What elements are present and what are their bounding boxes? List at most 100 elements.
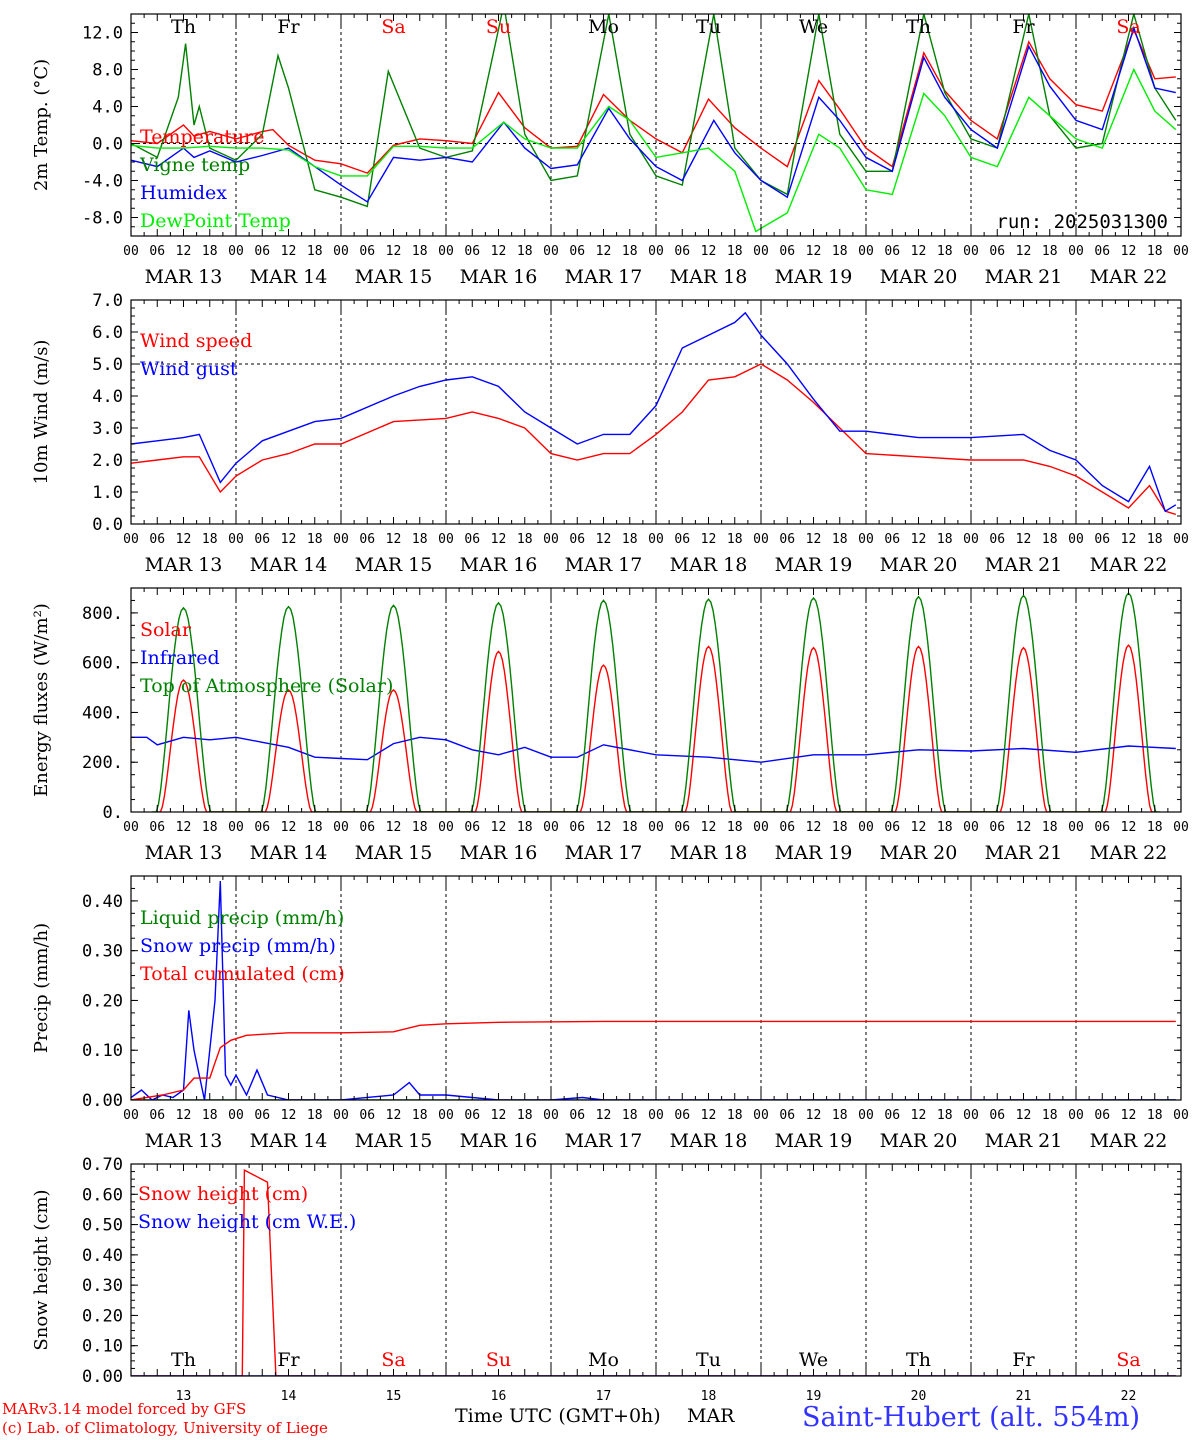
x-date-label: MAR 17 bbox=[565, 1130, 643, 1152]
x-tick-label: 06 bbox=[884, 532, 900, 547]
legend-entry: Total cumulated (cm) bbox=[140, 963, 345, 985]
x-day-name: Tu bbox=[696, 16, 721, 38]
x-axis-month: MAR bbox=[687, 1405, 735, 1427]
x-date-label: MAR 16 bbox=[460, 1130, 538, 1152]
x-day-name: We bbox=[799, 1349, 828, 1371]
x-day-number: 14 bbox=[281, 1389, 297, 1404]
y-tick-label: 0.0 bbox=[92, 135, 123, 155]
x-tick-label: 00 bbox=[1068, 820, 1084, 835]
x-tick-label: 06 bbox=[254, 532, 270, 547]
x-tick-label: 18 bbox=[1042, 1108, 1058, 1123]
series-infrared bbox=[131, 736, 1176, 763]
x-tick-label: 06 bbox=[674, 244, 690, 259]
x-tick-label: 12 bbox=[701, 820, 717, 835]
legend-entry: Solar bbox=[140, 619, 192, 641]
legend-entry: Top of Atmosphere (Solar) bbox=[140, 675, 393, 697]
x-date-label: MAR 13 bbox=[145, 554, 223, 576]
x-tick-label: 06 bbox=[884, 820, 900, 835]
y-axis-label: 10m Wind (m/s) bbox=[31, 340, 52, 485]
y-tick-label: 0.30 bbox=[82, 942, 123, 962]
x-date-label: MAR 22 bbox=[1090, 1130, 1168, 1152]
x-tick-label: 12 bbox=[386, 244, 402, 259]
x-tick-label: 06 bbox=[884, 1108, 900, 1123]
x-tick-label: 18 bbox=[412, 244, 428, 259]
x-tick-label: 00 bbox=[333, 532, 349, 547]
x-tick-label: 18 bbox=[307, 820, 323, 835]
x-date-label: MAR 15 bbox=[355, 266, 433, 288]
x-tick-label: 06 bbox=[359, 532, 375, 547]
x-tick-label: 06 bbox=[884, 244, 900, 259]
station-label: Saint-Hubert (alt. 554m) bbox=[802, 1402, 1141, 1433]
x-tick-label: 06 bbox=[1094, 244, 1110, 259]
x-tick-label: 06 bbox=[254, 820, 270, 835]
x-tick-label: 00 bbox=[1068, 1108, 1084, 1123]
x-date-label: MAR 19 bbox=[775, 266, 853, 288]
x-day-name: Sa bbox=[1116, 1349, 1140, 1371]
x-date-label: MAR 18 bbox=[670, 842, 748, 864]
x-date-label: MAR 17 bbox=[565, 266, 643, 288]
x-tick-label: 18 bbox=[1147, 244, 1163, 259]
x-tick-label: 12 bbox=[1016, 820, 1032, 835]
x-tick-label: 12 bbox=[281, 1108, 297, 1123]
x-day-name: Fr bbox=[1012, 16, 1035, 38]
legend-entry: Snow height (cm) bbox=[138, 1183, 308, 1205]
y-axis-label: Energy fluxes (W/m²) bbox=[31, 603, 52, 797]
y-tick-label: 4.0 bbox=[92, 387, 123, 407]
x-tick-label: 18 bbox=[517, 244, 533, 259]
x-tick-label: 00 bbox=[333, 244, 349, 259]
x-tick-label: 18 bbox=[727, 1108, 743, 1123]
y-tick-label: 0.40 bbox=[82, 1246, 123, 1266]
series-wind-speed bbox=[131, 363, 1177, 516]
x-tick-label: 06 bbox=[359, 244, 375, 259]
x-tick-label: 06 bbox=[779, 532, 795, 547]
x-tick-label: 12 bbox=[806, 532, 822, 547]
legend-entry: Snow height (cm W.E.) bbox=[138, 1211, 356, 1233]
series-vigne-temp bbox=[131, 14, 1177, 208]
x-date-label: MAR 14 bbox=[250, 1130, 328, 1152]
x-day-name: Th bbox=[906, 1349, 931, 1371]
x-date-label: MAR 21 bbox=[985, 1130, 1063, 1152]
x-day-number: 19 bbox=[806, 1389, 822, 1404]
x-tick-label: 06 bbox=[569, 244, 585, 259]
x-tick-label: 00 bbox=[858, 244, 874, 259]
x-tick-label: 00 bbox=[858, 532, 874, 547]
x-tick-label: 12 bbox=[1121, 532, 1137, 547]
y-tick-label: 0.20 bbox=[82, 1306, 123, 1326]
x-tick-label: 12 bbox=[596, 244, 612, 259]
x-tick-label: 18 bbox=[517, 820, 533, 835]
x-tick-label: 12 bbox=[1121, 820, 1137, 835]
x-tick-label: 18 bbox=[937, 820, 953, 835]
y-tick-label: 0. bbox=[103, 803, 123, 823]
plot-frame bbox=[130, 587, 1182, 813]
x-tick-label: 18 bbox=[1042, 820, 1058, 835]
x-day-name: Su bbox=[486, 1349, 511, 1371]
y-tick-label: 2.0 bbox=[92, 451, 123, 471]
x-tick-label: 18 bbox=[622, 820, 638, 835]
legend-entry: DewPoint Temp bbox=[140, 210, 291, 232]
legend-entry: Wind speed bbox=[140, 330, 252, 352]
x-tick-label: 06 bbox=[254, 244, 270, 259]
x-tick-label: 12 bbox=[806, 244, 822, 259]
y-tick-label: 0.20 bbox=[82, 991, 123, 1011]
x-tick-label: 12 bbox=[596, 532, 612, 547]
x-tick-label: 00 bbox=[648, 244, 664, 259]
x-tick-label: 06 bbox=[674, 820, 690, 835]
y-tick-label: 200. bbox=[82, 753, 123, 773]
run-label: run: 2025031300 bbox=[996, 211, 1168, 233]
y-tick-label: 0.10 bbox=[82, 1337, 123, 1357]
x-tick-label: 12 bbox=[386, 820, 402, 835]
x-date-label: MAR 20 bbox=[880, 266, 958, 288]
legend-entry: Vigne temp bbox=[139, 154, 250, 176]
x-date-label: MAR 16 bbox=[460, 554, 538, 576]
x-tick-label: 00 bbox=[543, 1108, 559, 1123]
x-tick-label: 06 bbox=[779, 1108, 795, 1123]
x-date-label: MAR 18 bbox=[670, 1130, 748, 1152]
x-date-label: MAR 17 bbox=[565, 554, 643, 576]
x-tick-label: 12 bbox=[1121, 244, 1137, 259]
x-day-number: 15 bbox=[386, 1389, 402, 1404]
y-axis-label: 2m Temp. (°C) bbox=[31, 59, 52, 191]
x-date-label: MAR 18 bbox=[670, 266, 748, 288]
y-tick-label: 12.0 bbox=[82, 24, 123, 44]
x-tick-label: 18 bbox=[517, 532, 533, 547]
legend-entry: Wind gust bbox=[140, 358, 238, 380]
